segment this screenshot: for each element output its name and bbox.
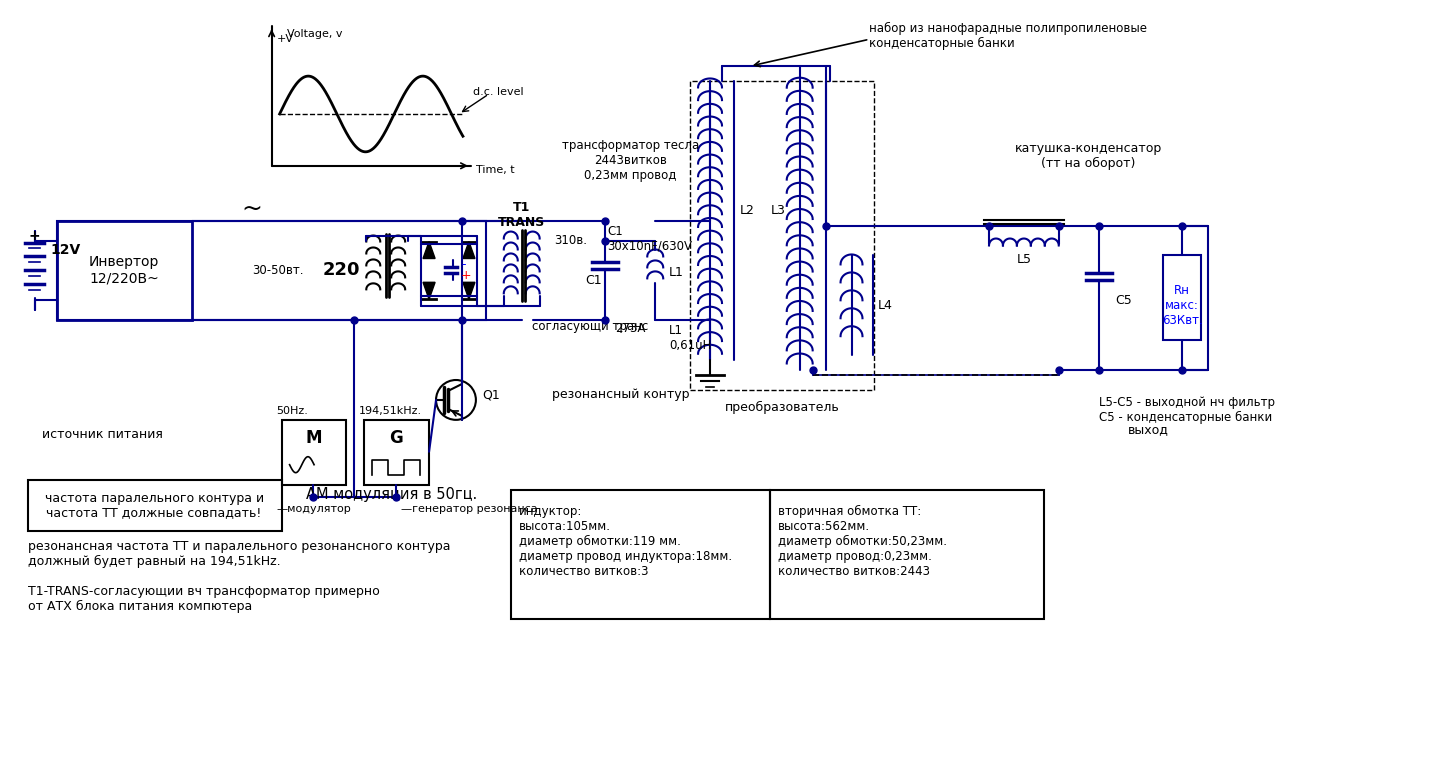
Text: G: G	[390, 429, 403, 447]
Text: C1: C1	[585, 274, 601, 287]
Bar	[690, 81, 874, 390]
Text: катушка-конденсатор
(тт на оборот): катушка-конденсатор (тт на оборот)	[1015, 142, 1162, 170]
Polygon shape	[423, 282, 436, 299]
Text: вторичная обмотка ТТ:
высота:562мм.
диаметр обмотки:50,23мм.
диаметр провод:0,23: вторичная обмотка ТТ: высота:562мм. диам…	[778, 505, 946, 578]
Text: 220: 220	[322, 261, 360, 280]
Text: Т1-TRANS-согласующии вч трансформатор примерно
от АТХ блока питания компютера: Т1-TRANS-согласующии вч трансформатор пр…	[27, 585, 380, 613]
Text: L5-С5 - выходной нч фильтр
С5 - конденсаторные банки: L5-С5 - выходной нч фильтр С5 - конденса…	[1099, 396, 1274, 424]
Text: АМ модуляция в 50гц.: АМ модуляция в 50гц.	[306, 487, 477, 502]
Text: C1
30х10nF/630V: C1 30х10nF/630V	[607, 224, 693, 252]
Text: 194,51kHz.: 194,51kHz.	[360, 406, 423, 416]
Text: Time, t: Time, t	[476, 165, 515, 175]
Text: 310в.: 310в.	[554, 234, 587, 247]
Text: индуктор:
высота:105мм.
диаметр обмотки:119 мм.
диаметр провод индуктора:18мм.
к: индуктор: высота:105мм. диаметр обмотки:…	[519, 505, 732, 578]
Text: выход: выход	[1127, 423, 1169, 436]
Text: 30-50вт.: 30-50вт.	[252, 264, 303, 277]
Bar	[1163, 255, 1201, 340]
Text: 50Hz.: 50Hz.	[276, 406, 309, 416]
Text: C5: C5	[1116, 294, 1132, 307]
Text: L4: L4	[877, 299, 893, 312]
Text: T1
TRANS: T1 TRANS	[498, 201, 545, 229]
Text: Rн
макс:
63Квт.: Rн макс: 63Квт.	[1162, 283, 1202, 327]
Polygon shape	[463, 282, 475, 299]
Text: резонансный контур: резонансный контур	[552, 388, 689, 401]
Text: L2: L2	[741, 204, 755, 217]
Text: -: -	[462, 258, 466, 271]
Bar	[58, 220, 486, 320]
Text: ~: ~	[242, 197, 262, 220]
Text: Voltage, v: Voltage, v	[286, 30, 342, 40]
Text: L5: L5	[1017, 253, 1031, 266]
Text: 273A: 273A	[615, 321, 646, 334]
Polygon shape	[423, 242, 436, 258]
Bar	[282, 420, 347, 485]
Text: L1: L1	[669, 266, 684, 279]
Text: трансформатор тесла
2443витков
0,23мм провод: трансформатор тесла 2443витков 0,23мм пр…	[562, 139, 699, 182]
Text: 12V: 12V	[50, 243, 81, 258]
Text: —генератор резонанса: —генератор резонанса	[401, 504, 538, 514]
Text: +: +	[462, 269, 472, 282]
Bar	[27, 480, 282, 531]
Text: Инвертор
12/220В~: Инвертор 12/220В~	[89, 255, 160, 286]
Text: частота паралельного контура и
частота ТТ должные совпадать!: частота паралельного контура и частота Т…	[45, 492, 263, 520]
Text: источник питания: источник питания	[42, 429, 162, 442]
Text: преобразователь: преобразователь	[725, 401, 840, 414]
Text: M: M	[305, 429, 322, 447]
Bar	[510, 489, 769, 619]
Text: резонансная частота ТТ и паралельного резонансного контура
должный будет равный : резонансная частота ТТ и паралельного ре…	[27, 540, 450, 568]
Bar	[58, 220, 191, 320]
Text: согласующи транс: согласующи транс	[532, 320, 649, 333]
Text: L1
0,61uH: L1 0,61uH	[669, 325, 712, 352]
Text: набор из нанофарадные полипропиленовые
конденсаторные банки: набор из нанофарадные полипропиленовые к…	[870, 22, 1148, 50]
Text: d.c. level: d.c. level	[473, 87, 523, 97]
Text: —модулятор: —модулятор	[276, 504, 351, 514]
Text: L3: L3	[771, 204, 785, 217]
Text: Q1: Q1	[482, 388, 499, 401]
Text: +: +	[29, 229, 40, 242]
Polygon shape	[463, 242, 475, 258]
Bar	[769, 489, 1044, 619]
Text: +V: +V	[276, 34, 293, 44]
Bar	[364, 420, 429, 485]
